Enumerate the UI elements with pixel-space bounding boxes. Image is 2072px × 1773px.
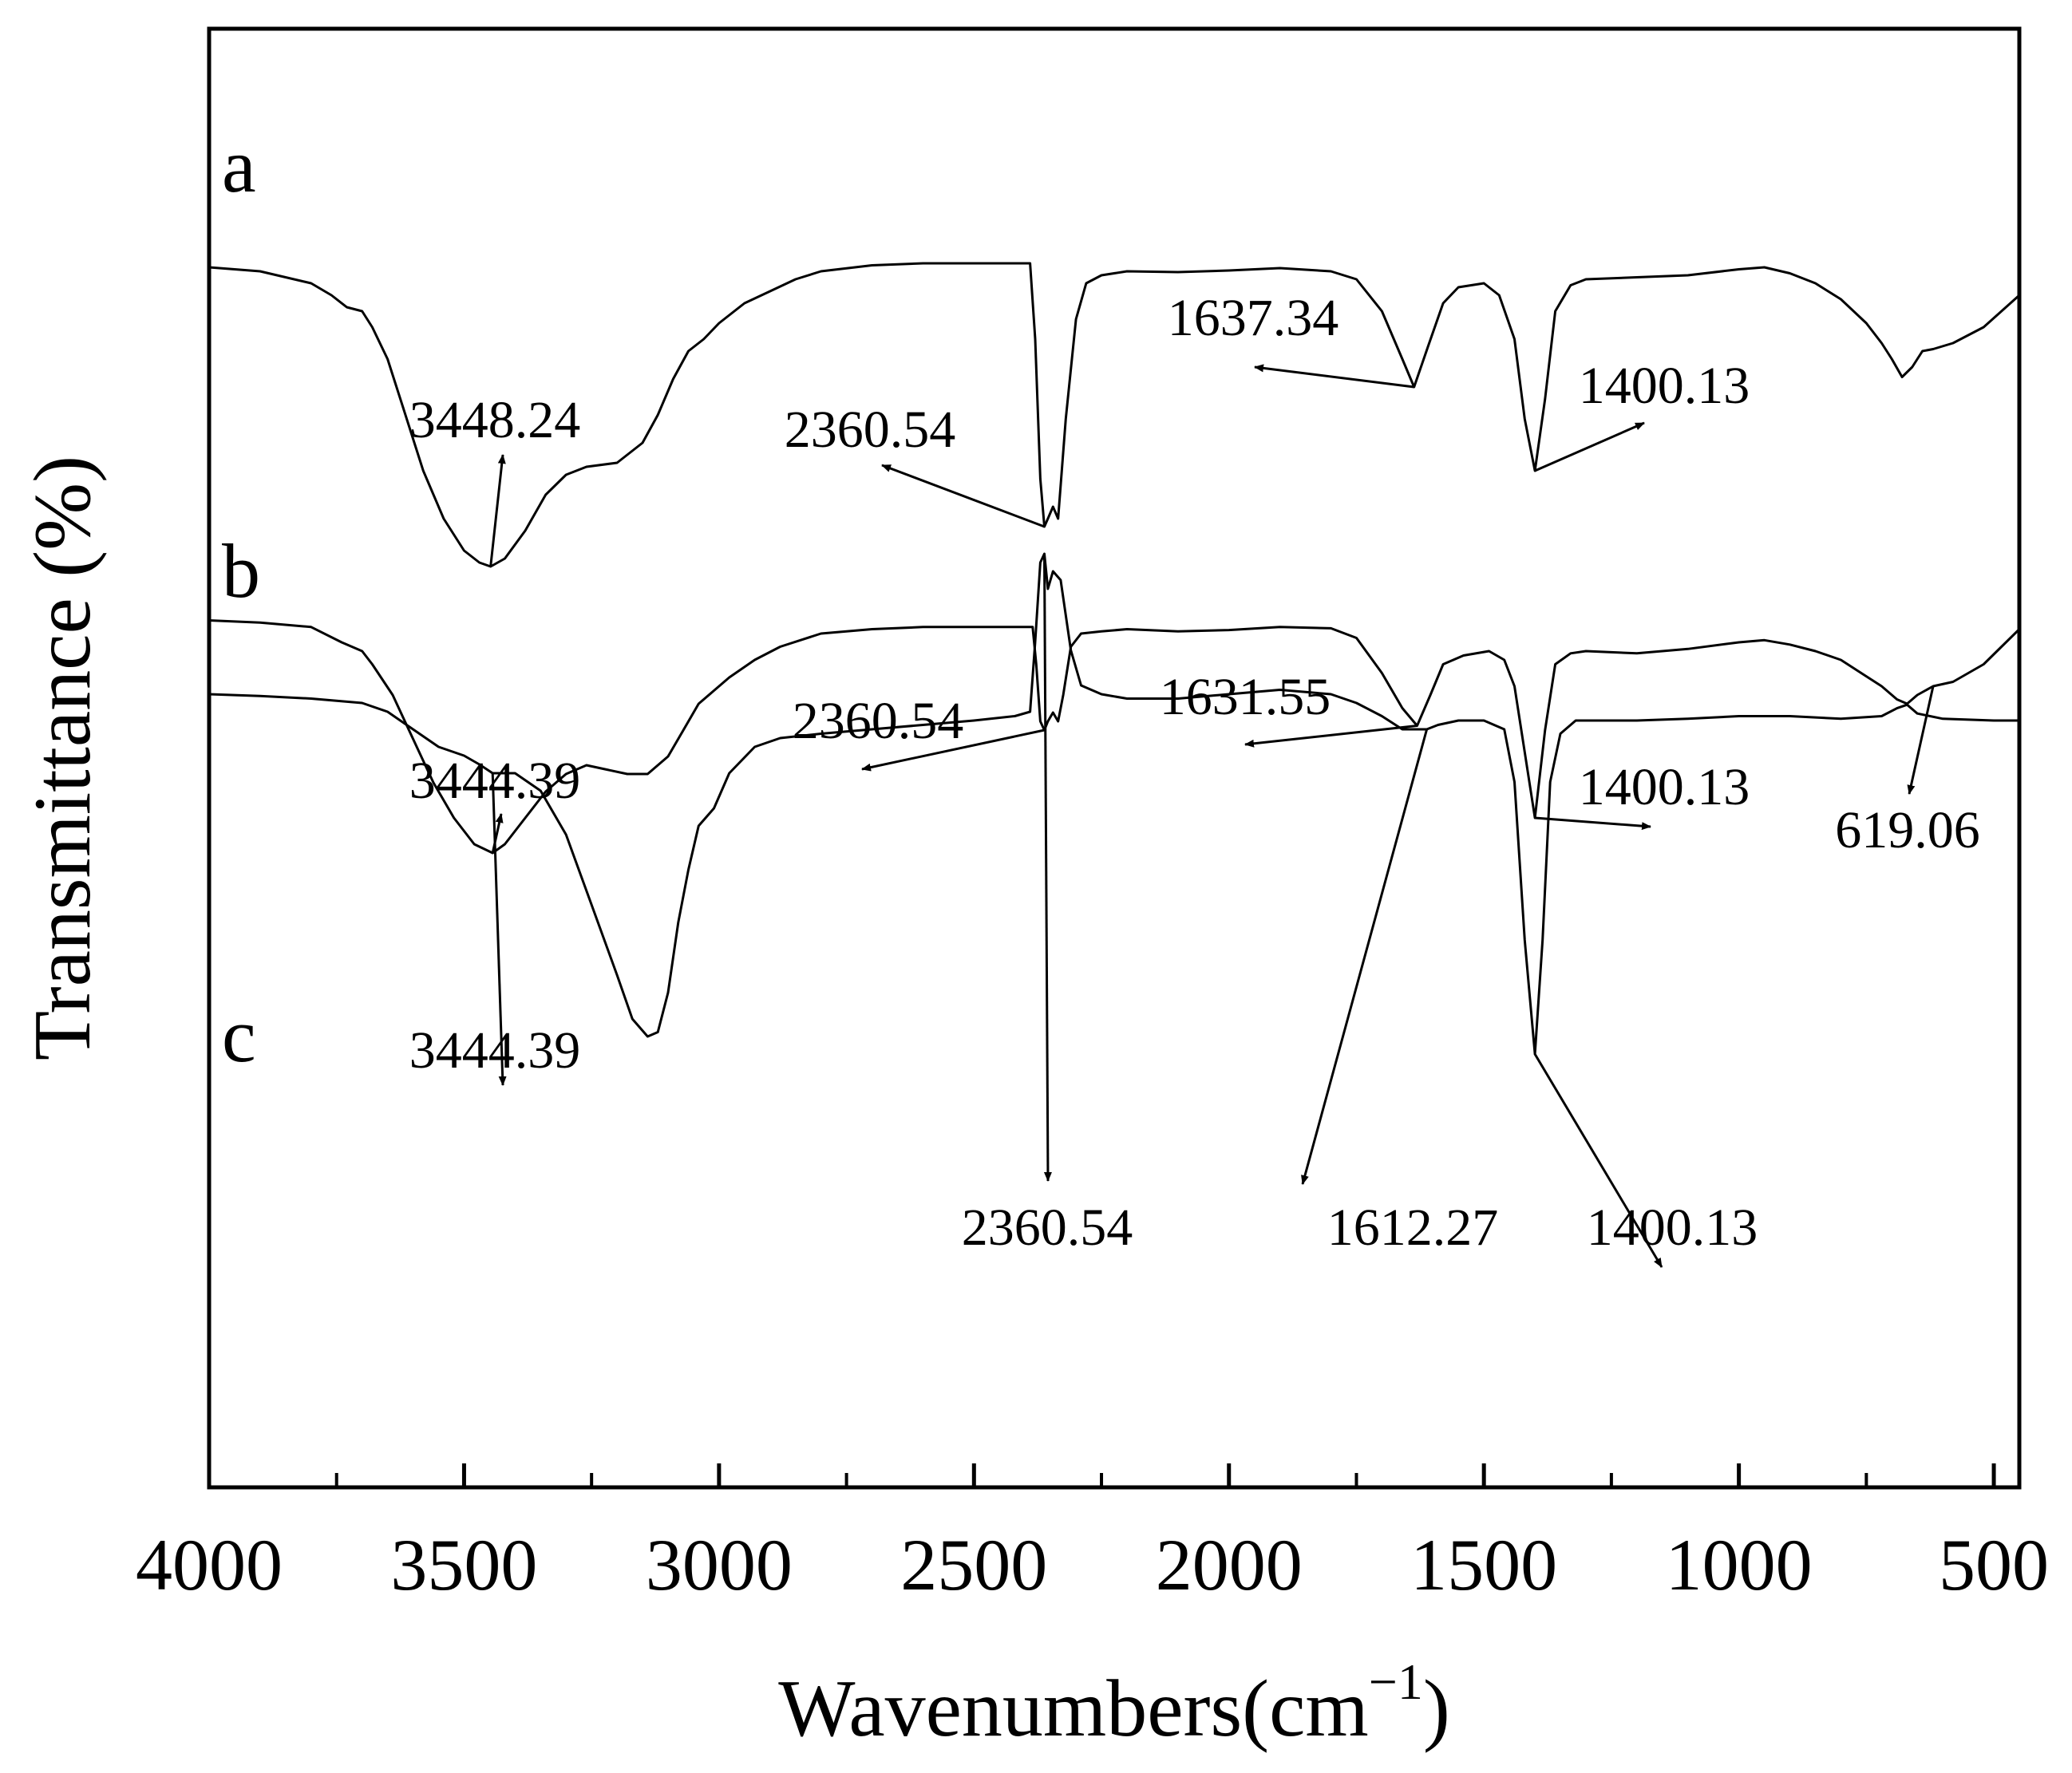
x-tick-label: 2500 (900, 1524, 1047, 1605)
annotation-arrow (1254, 364, 1414, 389)
x-axis-title-superscript: −1 (1369, 1653, 1423, 1710)
annotation-arrow (1301, 729, 1429, 1185)
x-tick-label: 500 (1939, 1524, 2049, 1605)
annotation-label: 1400.13 (1579, 357, 1750, 415)
x-tick-label: 1500 (1410, 1524, 1557, 1605)
annotation-arrow (491, 772, 507, 1086)
series-label-c: c (222, 993, 256, 1078)
annotation-label: 1400.13 (1587, 1198, 1758, 1257)
series-line-c (208, 552, 2019, 1056)
annotation-arrow (1244, 725, 1418, 748)
series-line-a (208, 262, 2021, 568)
annotation-label: 3444.39 (409, 1021, 581, 1080)
annotation-label: 2360.54 (962, 1198, 1133, 1257)
annotation-label: 1631.55 (1160, 668, 1331, 726)
series-label-a: a (222, 123, 256, 208)
annotation-label: 619.06 (1835, 801, 1980, 859)
x-axis-title-suffix: ) (1423, 1664, 1450, 1754)
annotation-arrow (881, 464, 1046, 528)
series-labels: a b c (222, 123, 260, 1078)
x-tick-label: 3000 (646, 1524, 793, 1605)
x-tick-label: 2000 (1156, 1524, 1303, 1605)
y-axis-title: Transmittance (%) (18, 456, 108, 1060)
annotation-label: 3444.39 (409, 752, 581, 810)
annotation-arrow (489, 454, 506, 567)
series-lines (208, 262, 2021, 1056)
x-tick-label: 1000 (1666, 1524, 1813, 1605)
series-label-b: b (222, 528, 260, 614)
annotation-arrow (1907, 685, 1935, 795)
annotation-label: 2360.54 (785, 401, 956, 459)
annotation-arrow (1534, 421, 1645, 472)
annotation-label: 1400.13 (1579, 758, 1750, 816)
annotation-arrow (1533, 1053, 1663, 1268)
annotation-arrow (1534, 816, 1651, 831)
x-tick-label: 4000 (136, 1524, 283, 1605)
annotation-arrow (861, 729, 1045, 772)
annotation-label: 2360.54 (793, 692, 964, 750)
series-line-b (208, 619, 2021, 855)
x-axis-ticks (207, 1463, 1996, 1487)
plot-frame (207, 26, 2022, 1490)
x-tick-label: 3500 (390, 1524, 537, 1605)
annotation-label: 3448.24 (409, 391, 581, 449)
annotation-label: 1637.34 (1168, 289, 1339, 347)
x-axis-title: Wavenumbers(cm−1) (778, 1653, 1450, 1754)
x-axis-tick-labels: 4000 3500 3000 2500 2000 1500 1000 500 (136, 1524, 2049, 1605)
annotation-label: 1612.27 (1327, 1198, 1499, 1257)
peak-annotations: 3448.24 2360.54 1637.34 1400.13 3444.39 2360.… (409, 289, 1980, 1268)
annotation-arrow (1042, 553, 1052, 1182)
